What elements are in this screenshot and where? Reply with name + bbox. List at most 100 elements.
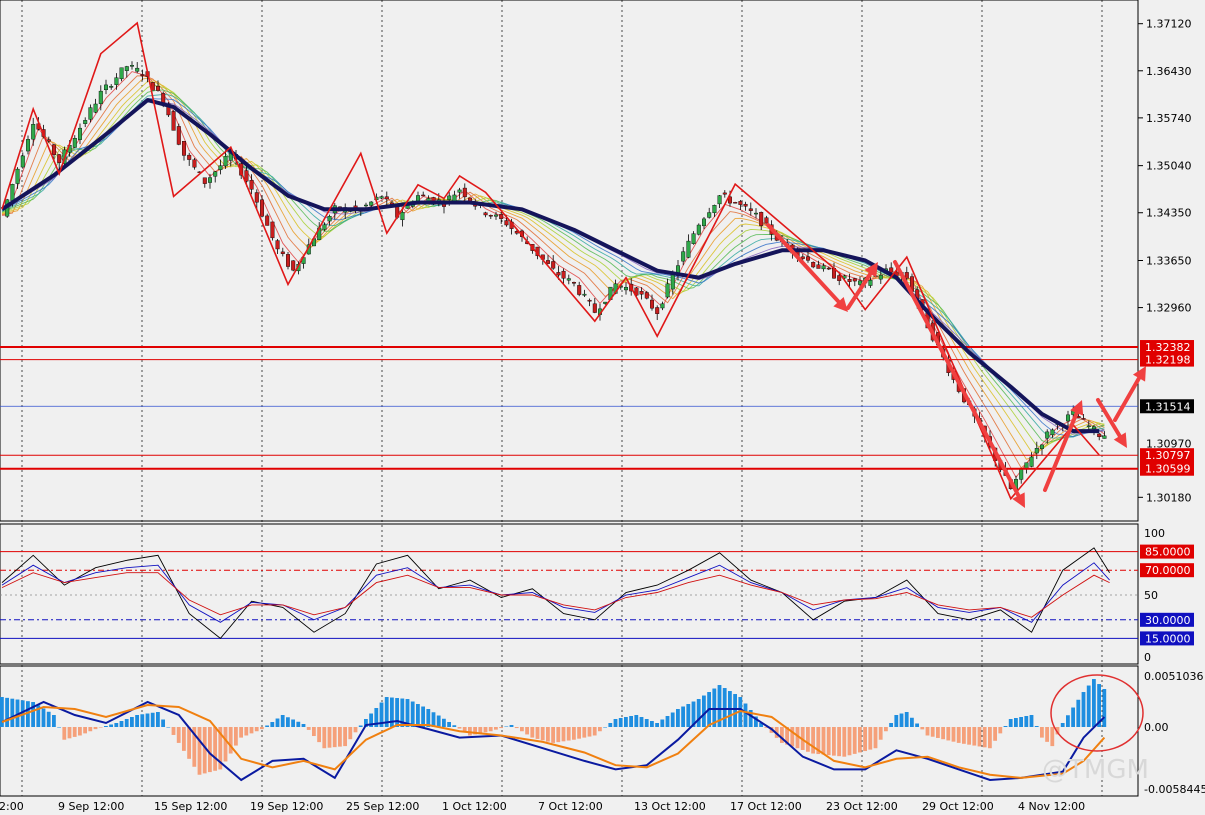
macd-bar xyxy=(702,695,706,727)
macd-bar xyxy=(447,722,451,727)
macd-bar xyxy=(364,719,368,727)
macd-bar xyxy=(837,727,841,757)
candle-body xyxy=(904,272,909,279)
candle-body xyxy=(52,144,57,155)
macd-bar xyxy=(468,727,472,736)
macd-bar xyxy=(561,727,566,742)
candle-body xyxy=(10,184,15,201)
macd-bar xyxy=(608,723,613,727)
macd-bar xyxy=(98,727,103,728)
price-axis: 1.37120 1.36430 1.35740 1.35040 1.34350 1.336… xyxy=(1138,18,1192,504)
macd-bar xyxy=(62,727,67,740)
moving-average xyxy=(0,98,1100,434)
macd-bar xyxy=(982,727,987,748)
arrow-head xyxy=(1113,432,1127,448)
candle-body xyxy=(743,203,748,207)
candle-body xyxy=(280,251,285,254)
macd-bar xyxy=(660,719,665,727)
macd-bar xyxy=(681,706,685,727)
macd-bar xyxy=(634,715,639,727)
macd-bar xyxy=(46,711,51,727)
macd-bar xyxy=(696,699,701,727)
macd-bar xyxy=(873,727,878,749)
candle-body xyxy=(852,278,857,282)
candle-body xyxy=(826,267,831,270)
macd-bar xyxy=(327,727,332,748)
candle-body xyxy=(26,139,31,152)
oscillator-level-tag xyxy=(1140,631,1194,646)
time-label: 12:00 xyxy=(0,800,24,813)
macd-bar xyxy=(265,725,269,727)
candle-body xyxy=(72,138,77,148)
macd-tick-label: -0.0058445 xyxy=(1144,783,1205,796)
macd-bar xyxy=(135,715,139,727)
oscillator-level-label: 70.0000 xyxy=(1145,564,1191,577)
candle-body xyxy=(176,126,181,145)
macd-bar xyxy=(462,727,467,733)
candle-body xyxy=(93,103,98,113)
macd-bar xyxy=(192,727,197,767)
macd-bar xyxy=(223,727,228,762)
macd-bar xyxy=(795,727,800,749)
candle-body xyxy=(171,111,176,131)
macd-bar xyxy=(551,727,555,743)
macd-bar xyxy=(166,727,171,728)
macd-bar xyxy=(847,727,852,756)
candle-body xyxy=(31,124,36,140)
candle-body xyxy=(1091,426,1096,430)
macd-bar xyxy=(1003,726,1008,727)
macd-bar xyxy=(613,719,618,727)
macd-bar xyxy=(748,710,753,727)
macd-bar xyxy=(899,713,904,727)
candle-body xyxy=(109,86,114,88)
oscillator-line xyxy=(1,547,1110,640)
time-label: 13 Oct 12:00 xyxy=(634,800,706,813)
candle-body xyxy=(712,205,717,214)
macd-bar xyxy=(57,727,61,728)
macd-bar xyxy=(618,718,623,727)
candle-body xyxy=(1029,456,1034,467)
candle-body xyxy=(488,215,493,217)
candle-body xyxy=(717,195,722,205)
candle-body xyxy=(572,282,577,284)
candle-body xyxy=(748,208,753,211)
macd-bar xyxy=(442,718,446,727)
macd-bar xyxy=(384,697,389,727)
candle-body xyxy=(1081,418,1086,420)
candle-body xyxy=(551,261,556,269)
macd-bar xyxy=(1076,699,1081,727)
macd-bar xyxy=(806,727,810,752)
macd-bar xyxy=(171,727,176,735)
candle-body xyxy=(696,224,701,235)
arrow-head xyxy=(833,296,848,312)
macd-axis: 0.0051036 0.00 -0.0058445 xyxy=(1144,670,1205,796)
price-tick-label: 1.34350 xyxy=(1146,207,1192,220)
time-axis: 12:00 9 Sep 12:00 15 Sep 12:00 19 Sep 12:00… xyxy=(0,800,1085,813)
macd-bar xyxy=(130,717,134,727)
macd-bar xyxy=(296,721,301,727)
macd-bar xyxy=(312,727,316,737)
macd-bar xyxy=(686,704,691,727)
candle-body xyxy=(811,261,816,268)
candle-body xyxy=(187,154,192,160)
macd-bar xyxy=(967,727,971,745)
candle-body xyxy=(624,287,629,291)
time-label: 15 Sep 12:00 xyxy=(154,800,227,813)
price-level-tag xyxy=(1140,340,1194,355)
macd-bar xyxy=(104,726,108,727)
price-level-label: 1.31514 xyxy=(1145,400,1191,413)
macd-bar xyxy=(1029,715,1034,727)
candle-body xyxy=(254,192,259,203)
candle-body xyxy=(587,299,592,302)
time-label: 25 Sep 12:00 xyxy=(346,800,419,813)
macd-bar xyxy=(650,721,654,727)
macd-bar xyxy=(733,694,737,727)
macd-bar xyxy=(348,727,353,740)
time-label: 29 Oct 12:00 xyxy=(922,800,994,813)
macd-bar xyxy=(998,727,1003,734)
macd-line xyxy=(1,700,1106,782)
macd-bar xyxy=(1102,689,1107,727)
macd-bar xyxy=(52,715,56,727)
oscillator-tick-label: 100 xyxy=(1144,527,1165,540)
